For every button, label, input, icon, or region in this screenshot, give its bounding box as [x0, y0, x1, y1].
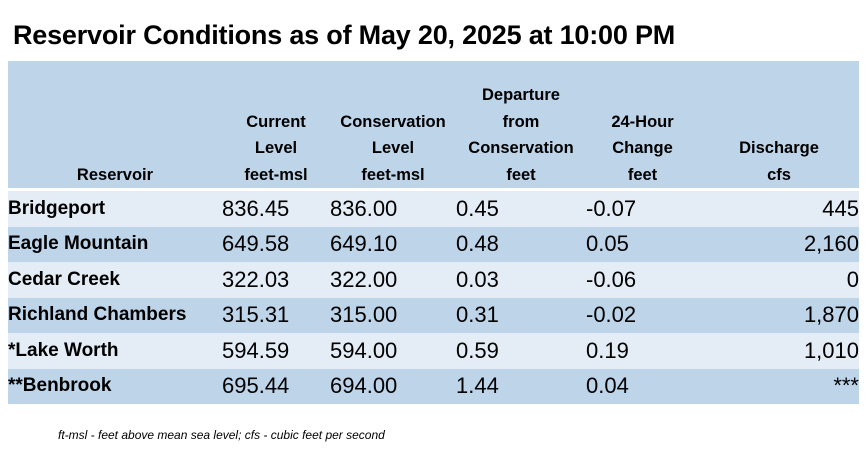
- header-current-level: Current Level feet-msl: [222, 61, 330, 190]
- reservoir-name: **Benbrook: [8, 368, 222, 404]
- header-unit: feet-msl: [244, 165, 308, 184]
- reservoir-name: *Lake Worth: [8, 333, 222, 369]
- header-unit: feet-msl: [361, 165, 425, 184]
- change-cell: -0.06: [586, 262, 699, 298]
- conservation-level-cell: 315.00: [330, 297, 456, 333]
- current-level-cell: 649.58: [222, 226, 330, 262]
- header-label-line: Level: [371, 139, 415, 157]
- header-unit: feet: [627, 165, 658, 184]
- footnote: ft-msl - feet above mean sea level; cfs …: [58, 428, 385, 442]
- departure-cell: 0.45: [456, 188, 586, 227]
- conservation-level-cell: 594.00: [330, 333, 456, 369]
- discharge-cell: 1,870: [699, 297, 859, 333]
- discharge-cell: 2,160: [699, 226, 859, 262]
- conservation-level-cell: 694.00: [330, 368, 456, 404]
- change-cell: 0.05: [586, 226, 699, 262]
- conservation-level-cell: 322.00: [330, 262, 456, 298]
- table-row: Eagle Mountain 649.58 649.10 0.48 0.05 2…: [8, 226, 859, 262]
- header-reservoir-label: Reservoir: [76, 165, 154, 184]
- departure-cell: 0.03: [456, 262, 586, 298]
- conservation-level-cell: 836.00: [330, 188, 456, 227]
- header-unit: cfs: [767, 165, 791, 184]
- current-level-cell: 315.31: [222, 297, 330, 333]
- reservoir-table: Reservoir Current Level feet-msl Conserv…: [8, 61, 859, 404]
- header-label-line: Conservation: [468, 139, 574, 157]
- header-label-line: Level: [254, 139, 298, 157]
- change-cell: 0.19: [586, 333, 699, 369]
- header-label-line: Current: [246, 112, 306, 131]
- header-unit: feet: [506, 165, 536, 184]
- current-level-cell: 594.59: [222, 333, 330, 369]
- reservoir-name: Richland Chambers: [8, 297, 222, 333]
- header-label-line: Change: [612, 139, 673, 157]
- table-row: Richland Chambers 315.31 315.00 0.31 -0.…: [8, 297, 859, 333]
- table-row: **Benbrook 695.44 694.00 1.44 0.04 ***: [8, 368, 859, 404]
- header-label-line: Discharge: [739, 139, 819, 157]
- header-label-line: from: [502, 112, 540, 131]
- change-cell: -0.02: [586, 297, 699, 333]
- discharge-cell: 445: [699, 188, 859, 227]
- reservoir-name: Cedar Creek: [8, 262, 222, 298]
- header-departure: Departure from Conservation feet: [456, 61, 586, 190]
- current-level-cell: 695.44: [222, 368, 330, 404]
- header-24-hour-change: 24-Hour Change feet: [586, 61, 699, 190]
- discharge-cell: 0: [699, 262, 859, 298]
- current-level-cell: 322.03: [222, 262, 330, 298]
- header-conservation-level: Conservation Level feet-msl: [330, 61, 456, 190]
- reservoir-name: Bridgeport: [8, 188, 222, 227]
- header-discharge: Discharge cfs: [699, 61, 859, 190]
- discharge-cell: 1,010: [699, 333, 859, 369]
- header-label-line: 24-Hour: [611, 112, 674, 131]
- table-row: *Lake Worth 594.59 594.00 0.59 0.19 1,01…: [8, 333, 859, 369]
- current-level-cell: 836.45: [222, 188, 330, 227]
- page-title: Reservoir Conditions as of May 20, 2025 …: [13, 20, 676, 50]
- discharge-cell: ***: [699, 368, 859, 404]
- header-label-line: Departure: [482, 86, 560, 104]
- departure-cell: 0.59: [456, 333, 586, 369]
- header-row: Reservoir Current Level feet-msl Conserv…: [8, 61, 859, 190]
- departure-cell: 1.44: [456, 368, 586, 404]
- departure-cell: 0.31: [456, 297, 586, 333]
- change-cell: -0.07: [586, 188, 699, 227]
- reservoir-name: Eagle Mountain: [8, 226, 222, 262]
- table-row: Bridgeport 836.45 836.00 0.45 -0.07 445: [8, 188, 859, 227]
- header-label-line: Conservation: [340, 112, 446, 131]
- departure-cell: 0.48: [456, 226, 586, 262]
- table-row: Cedar Creek 322.03 322.00 0.03 -0.06 0: [8, 262, 859, 298]
- header-reservoir: Reservoir: [8, 61, 222, 190]
- conservation-level-cell: 649.10: [330, 226, 456, 262]
- change-cell: 0.04: [586, 368, 699, 404]
